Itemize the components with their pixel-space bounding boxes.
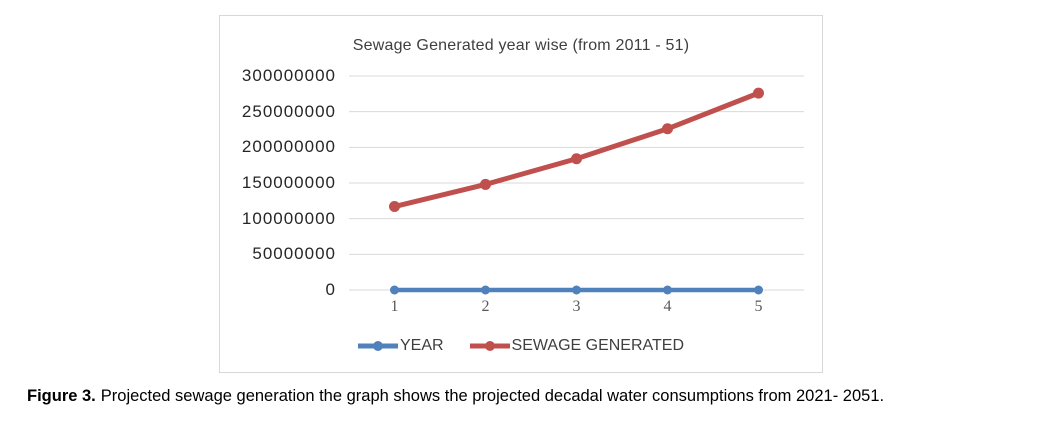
x-axis-tick-label: 2 <box>481 298 490 315</box>
chart-title: Sewage Generated year wise (from 2011 - … <box>352 37 690 54</box>
line-marker-icon <box>357 341 398 351</box>
legend-label-year: YEAR <box>399 337 444 354</box>
y-axis-tick-label: 300000000 <box>241 66 336 85</box>
line-marker-icon <box>469 341 510 351</box>
legend-label-sewage-generated: SEWAGE GENERATED <box>511 337 685 354</box>
y-axis-tick-label: 50000000 <box>252 244 336 264</box>
legend-item-sewage-generated: SEWAGE GENERATED <box>469 337 685 355</box>
x-axis-tick-label: 4 <box>663 298 672 315</box>
y-axis-tick-label: 150000000 <box>241 173 336 192</box>
x-axis-tick-label: 3 <box>572 298 581 315</box>
y-axis-labels: 0 50000000 100000000 150000000 200000000 2500… <box>220 66 336 299</box>
y-axis-tick-label: 0 <box>325 280 336 299</box>
figure-caption: Figure 3. Projected sewage generation the… <box>27 387 884 406</box>
plot-area-svg <box>349 75 804 295</box>
legend: YEAR SEWAGE GENERATED <box>220 337 822 355</box>
y-axis-tick-label: 100000000 <box>241 208 336 228</box>
legend-item-year: YEAR <box>357 337 444 355</box>
figure-caption-label: Figure 3. <box>27 387 96 405</box>
y-axis-tick-label: 200000000 <box>241 137 336 157</box>
x-axis-labels: 1 2 3 4 5 <box>349 298 804 318</box>
y-axis-tick-label: 250000000 <box>241 101 336 121</box>
figure-caption-text: Projected sewage generation the graph sh… <box>100 387 885 405</box>
chart: Sewage Generated year wise (from 2011 - … <box>219 15 823 373</box>
x-axis-tick-label: 1 <box>390 298 399 315</box>
x-axis-tick-label: 5 <box>754 298 763 315</box>
